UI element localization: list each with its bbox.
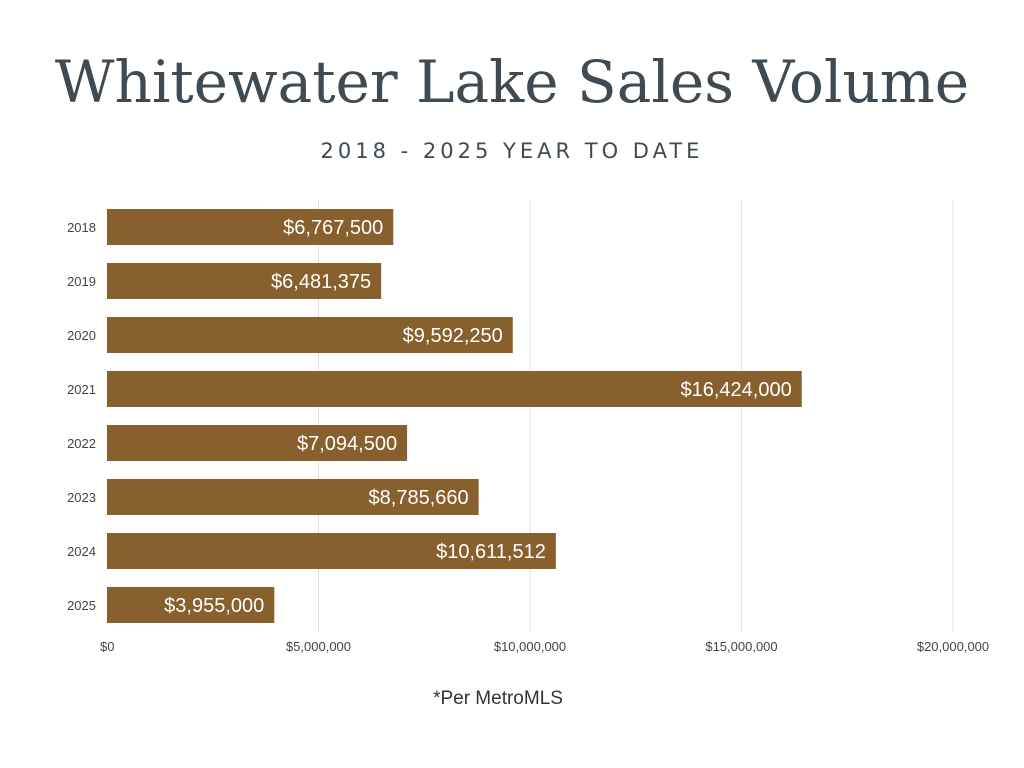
y-category-label: 2019: [67, 274, 96, 289]
bar: [107, 263, 382, 299]
y-category-label: 2024: [67, 544, 96, 559]
x-tick-label: $10,000,000: [494, 639, 566, 654]
x-tick-label: $0: [100, 639, 114, 654]
bar-value-label: $3,955,000: [164, 595, 264, 617]
bar-value-label: $7,094,500: [297, 433, 397, 455]
y-category-label: 2025: [67, 598, 96, 613]
bar: [107, 587, 275, 623]
source-footnote: *Per MetroMLS: [433, 688, 563, 709]
x-tick-label: $20,000,000: [917, 639, 989, 654]
bar-value-label: $8,785,660: [369, 487, 469, 509]
bar: [107, 479, 479, 515]
chart-title: Whitewater Lake Sales Volume: [54, 48, 970, 116]
y-category-label: 2022: [67, 436, 96, 451]
bar: [107, 371, 802, 407]
bar: [107, 425, 408, 461]
bar-value-label: $6,767,500: [283, 217, 383, 239]
bar: [107, 209, 394, 245]
x-tick-label: $15,000,000: [705, 639, 777, 654]
y-category-label: 2018: [67, 220, 96, 235]
bar-value-label: $10,611,512: [436, 541, 546, 563]
bar: [107, 533, 556, 569]
chart-subtitle: 2018 - 2025 YEAR TO DATE: [320, 139, 704, 163]
y-category-label: 2023: [67, 490, 96, 505]
x-tick-label: $5,000,000: [286, 639, 351, 654]
bar-chart: $0 $5,000,000 $10,000,000 $15,000,000 $20,00…: [67, 200, 989, 654]
y-category-label: 2020: [67, 328, 96, 343]
bar-value-label: $9,592,250: [403, 325, 503, 347]
bar-value-label: $6,481,375: [271, 271, 371, 293]
bar: [107, 317, 513, 353]
y-category-label: 2021: [67, 382, 96, 397]
bar-value-label: $16,424,000: [681, 379, 792, 401]
